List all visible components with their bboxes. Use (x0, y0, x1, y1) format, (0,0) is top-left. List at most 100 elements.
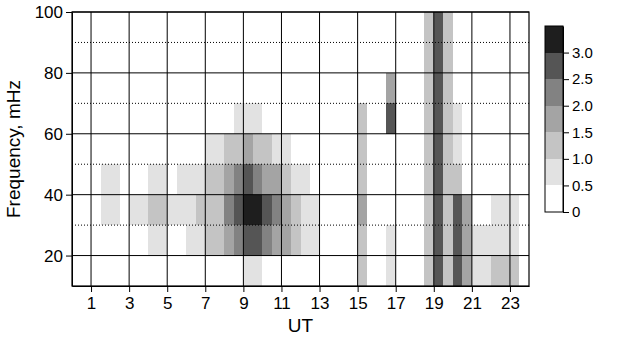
cell (243, 12, 253, 42)
minor-grid-line (72, 103, 529, 104)
y-tick-label: 40 (44, 186, 63, 205)
x-tick: 7 (201, 286, 210, 313)
cell (519, 195, 529, 225)
cell (396, 195, 406, 225)
cell (386, 225, 396, 255)
cell (234, 103, 244, 133)
cell (167, 225, 177, 255)
cell (320, 195, 330, 225)
cell (139, 256, 149, 286)
cell (386, 134, 396, 164)
cell (405, 42, 415, 72)
cell (491, 12, 501, 42)
cell (110, 42, 120, 72)
cell (110, 225, 120, 255)
cell (120, 103, 130, 133)
cell (510, 73, 520, 103)
cell (500, 42, 510, 72)
x-tick-mark (129, 286, 130, 292)
cell (481, 134, 491, 164)
cell (453, 134, 463, 164)
cell (110, 12, 120, 42)
cell (415, 73, 425, 103)
cell (443, 73, 453, 103)
cell (101, 42, 111, 72)
x-tick-mark (243, 286, 244, 292)
cell (510, 12, 520, 42)
x-tick-mark (510, 286, 511, 292)
x-tick-mark (320, 286, 321, 292)
cell (205, 225, 215, 255)
cell (243, 73, 253, 103)
cell (129, 195, 139, 225)
cell (91, 256, 101, 286)
cell (234, 12, 244, 42)
cell (320, 73, 330, 103)
x-tick-label: 7 (201, 294, 210, 313)
cell (377, 225, 387, 255)
colorbar-axis: 00.51.01.52.02.53.0 (563, 27, 593, 221)
grid-line (72, 255, 529, 256)
cell (377, 12, 387, 42)
cell (386, 164, 396, 194)
cell (434, 42, 444, 72)
cell (177, 164, 187, 194)
colorbar-band (545, 26, 563, 53)
cell (281, 134, 291, 164)
cell (396, 103, 406, 133)
cell (491, 225, 501, 255)
cell (310, 134, 320, 164)
cell (158, 225, 168, 255)
cell (129, 256, 139, 286)
x-tick-label: 5 (163, 294, 172, 313)
cell (377, 103, 387, 133)
cell (234, 225, 244, 255)
cell (196, 12, 206, 42)
cell (339, 73, 349, 103)
cell (148, 12, 158, 42)
cell (272, 42, 282, 72)
colorbar-axis-line (563, 27, 564, 213)
cell (481, 12, 491, 42)
colorbar-tick: 1.0 (563, 150, 593, 167)
x-axis-title: UT (288, 315, 314, 336)
cell (339, 103, 349, 133)
colorbar-tick-mark (563, 53, 569, 54)
cell (443, 42, 453, 72)
cell (310, 225, 320, 255)
cell (329, 42, 339, 72)
cell (91, 134, 101, 164)
cell (82, 164, 92, 194)
cell (491, 256, 501, 286)
cell (453, 73, 463, 103)
cell (377, 195, 387, 225)
y-tick-label: 20 (44, 246, 63, 265)
cell (472, 42, 482, 72)
cell (367, 164, 377, 194)
cell (215, 225, 225, 255)
cell (367, 225, 377, 255)
colorbar-tick-label: 1.0 (572, 150, 593, 167)
cell (120, 195, 130, 225)
cell (234, 195, 244, 225)
cell (462, 164, 472, 194)
cell (405, 134, 415, 164)
cell (339, 134, 349, 164)
cell (281, 42, 291, 72)
cell (205, 42, 215, 72)
colorbar-tick-label: 3.0 (572, 44, 593, 61)
cell (139, 103, 149, 133)
cell (224, 103, 234, 133)
cell (272, 256, 282, 286)
cell (139, 42, 149, 72)
cell (139, 73, 149, 103)
cell (358, 73, 368, 103)
cell (367, 134, 377, 164)
cell (519, 164, 529, 194)
cell (510, 164, 520, 194)
y-tick: 60 (44, 125, 72, 144)
cell (405, 225, 415, 255)
cell (339, 225, 349, 255)
grid-line (205, 12, 206, 286)
cell (510, 42, 520, 72)
